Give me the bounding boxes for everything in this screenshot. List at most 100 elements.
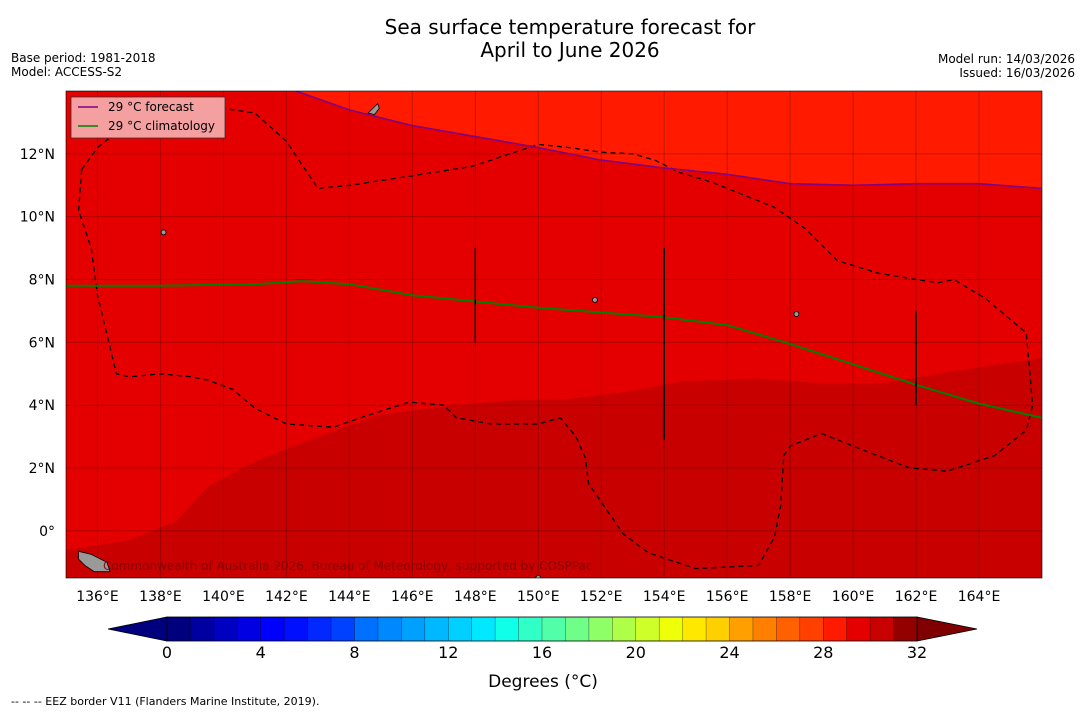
colorbar-tick-label: 12 (438, 643, 458, 662)
vertical-markers (474, 248, 917, 440)
lat-tick-label: 8°N (29, 273, 55, 289)
lon-tick-label: 160°E (832, 589, 875, 605)
eez-border-line (77, 102, 1034, 570)
colorbar-tick-label: 32 (907, 643, 927, 662)
colorbar-segment (213, 617, 238, 641)
colorbar-label: Degrees (°C) (488, 672, 598, 692)
lon-tick-label: 150°E (517, 589, 560, 605)
lon-tick-label: 146°E (391, 589, 434, 605)
map-plot-area: Commonwealth of Australia 2026, Bureau o… (66, 91, 1042, 578)
lat-tick-label: 0° (39, 524, 55, 540)
colorbar-segment (635, 617, 660, 641)
map-frame (65, 90, 1043, 579)
eez-footnote: -- -- -- EEZ border V11 (Flanders Marine… (11, 695, 320, 708)
colorbar-segment (823, 617, 847, 641)
copyright-text: Commonwealth of Australia 2026, Bureau o… (103, 559, 593, 573)
colorbar-segment (729, 617, 754, 641)
colorbar-segment (448, 617, 472, 641)
colorbar-tick-label: 24 (719, 643, 739, 662)
lon-tick-label: 142°E (265, 589, 308, 605)
title-line-2: April to June 2026 (480, 38, 660, 62)
lat-tick-label: 10°N (20, 210, 55, 226)
land-patch (78, 550, 111, 573)
lon-tick-label: 156°E (706, 589, 749, 605)
lon-tick-label: 162°E (895, 589, 938, 605)
lat-tick-label: 2°N (29, 461, 55, 477)
colorbar-segment (377, 617, 402, 641)
eez-borders (77, 102, 1034, 570)
colorbar-under-arrow (107, 616, 168, 642)
model-name: Model: ACCESS-S2 (11, 65, 123, 79)
ocean-region-29-30 (66, 91, 1042, 189)
colorbar-tick-label: 28 (813, 643, 833, 662)
colorbar-segment (331, 617, 355, 641)
lon-tick-label: 148°E (454, 589, 497, 605)
island (160, 229, 167, 236)
colorbar-frame (166, 616, 918, 642)
colorbar-segment (893, 617, 918, 641)
title-line-1: Sea surface temperature forecast for (384, 15, 756, 39)
issued-date: Issued: 16/03/2026 (959, 66, 1075, 80)
colorbar-segment (167, 617, 191, 641)
colorbar-segment (846, 617, 871, 641)
base-period: Base period: 1981-2018 (11, 51, 156, 65)
island (592, 297, 598, 303)
lon-tick-label: 136°E (76, 589, 119, 605)
lat-tick-label: 4°N (29, 398, 55, 414)
colorbar-segment (706, 617, 730, 641)
colorbar-tick-label: 4 (256, 643, 266, 662)
longitude-tick-labels: 136°E 138°E 140°E 142°E 144°E 146°E 148°E 150°E… (76, 589, 1000, 605)
colorbar-segment (260, 617, 285, 641)
colorbar-segment (870, 617, 894, 641)
lon-tick-label: 140°E (202, 589, 245, 605)
lon-tick-label: 154°E (643, 589, 686, 605)
colorbar-segment (659, 617, 683, 641)
forecast-29c-contour (295, 91, 1042, 190)
colorbar-segment (190, 617, 215, 641)
colorbar-tick-label: 16 (532, 643, 552, 662)
colorbar-segment (518, 617, 543, 641)
colorbar-segment (237, 617, 262, 641)
colorbar-tick-label: 20 (626, 643, 646, 662)
colorbar-segment (424, 617, 449, 641)
colorbar-segment (752, 617, 777, 641)
meta-left: Base period: 1981-2018 Model: ACCESS-S2 (11, 51, 156, 79)
island (535, 575, 542, 578)
colorbar-over-arrow (916, 616, 978, 642)
colorbar-segment (471, 617, 496, 641)
colorbar-segment (495, 617, 519, 641)
colorbar-segment (307, 617, 332, 641)
lon-tick-label: 138°E (139, 589, 182, 605)
colorbar-segment (284, 617, 308, 641)
colorbar-segment (542, 617, 566, 641)
graticule (66, 91, 1042, 578)
colorbar-segment (354, 617, 379, 641)
colorbar: 0 4 8 12 16 20 24 28 32 (107, 616, 978, 662)
colorbar-segment (565, 617, 590, 641)
colorbar-segment (588, 617, 613, 641)
land-masses (78, 102, 800, 578)
lon-tick-label: 158°E (769, 589, 812, 605)
lon-tick-label: 164°E (958, 589, 1001, 605)
ocean-region-27-28 (66, 358, 1042, 578)
colorbar-segment (682, 617, 707, 641)
lon-tick-label: 144°E (328, 589, 371, 605)
legend-frame (70, 96, 226, 139)
legend-forecast-label: 29 °C forecast (108, 100, 194, 114)
land-patch (367, 102, 380, 116)
island (793, 311, 800, 317)
colorbar-segment (776, 617, 801, 641)
colorbar-segment (612, 617, 637, 641)
lon-tick-label: 152°E (580, 589, 623, 605)
legend: 29 °C forecast 29 °C climatology (70, 96, 226, 139)
lat-tick-label: 6°N (29, 335, 55, 351)
lat-tick-label: 12°N (20, 147, 55, 163)
meta-right: Model run: 14/03/2026 Issued: 16/03/2026 (938, 52, 1075, 80)
climatology-29c-contour (66, 280, 1042, 419)
colorbar-tick-label: 0 (162, 643, 172, 662)
colorbar-tick-label: 8 (349, 643, 359, 662)
legend-climatology-label: 29 °C climatology (108, 119, 215, 133)
latitude-tick-labels: 0° 2°N 4°N 6°N 8°N 10°N 12°N (20, 147, 55, 540)
model-run: Model run: 14/03/2026 (937, 52, 1075, 66)
